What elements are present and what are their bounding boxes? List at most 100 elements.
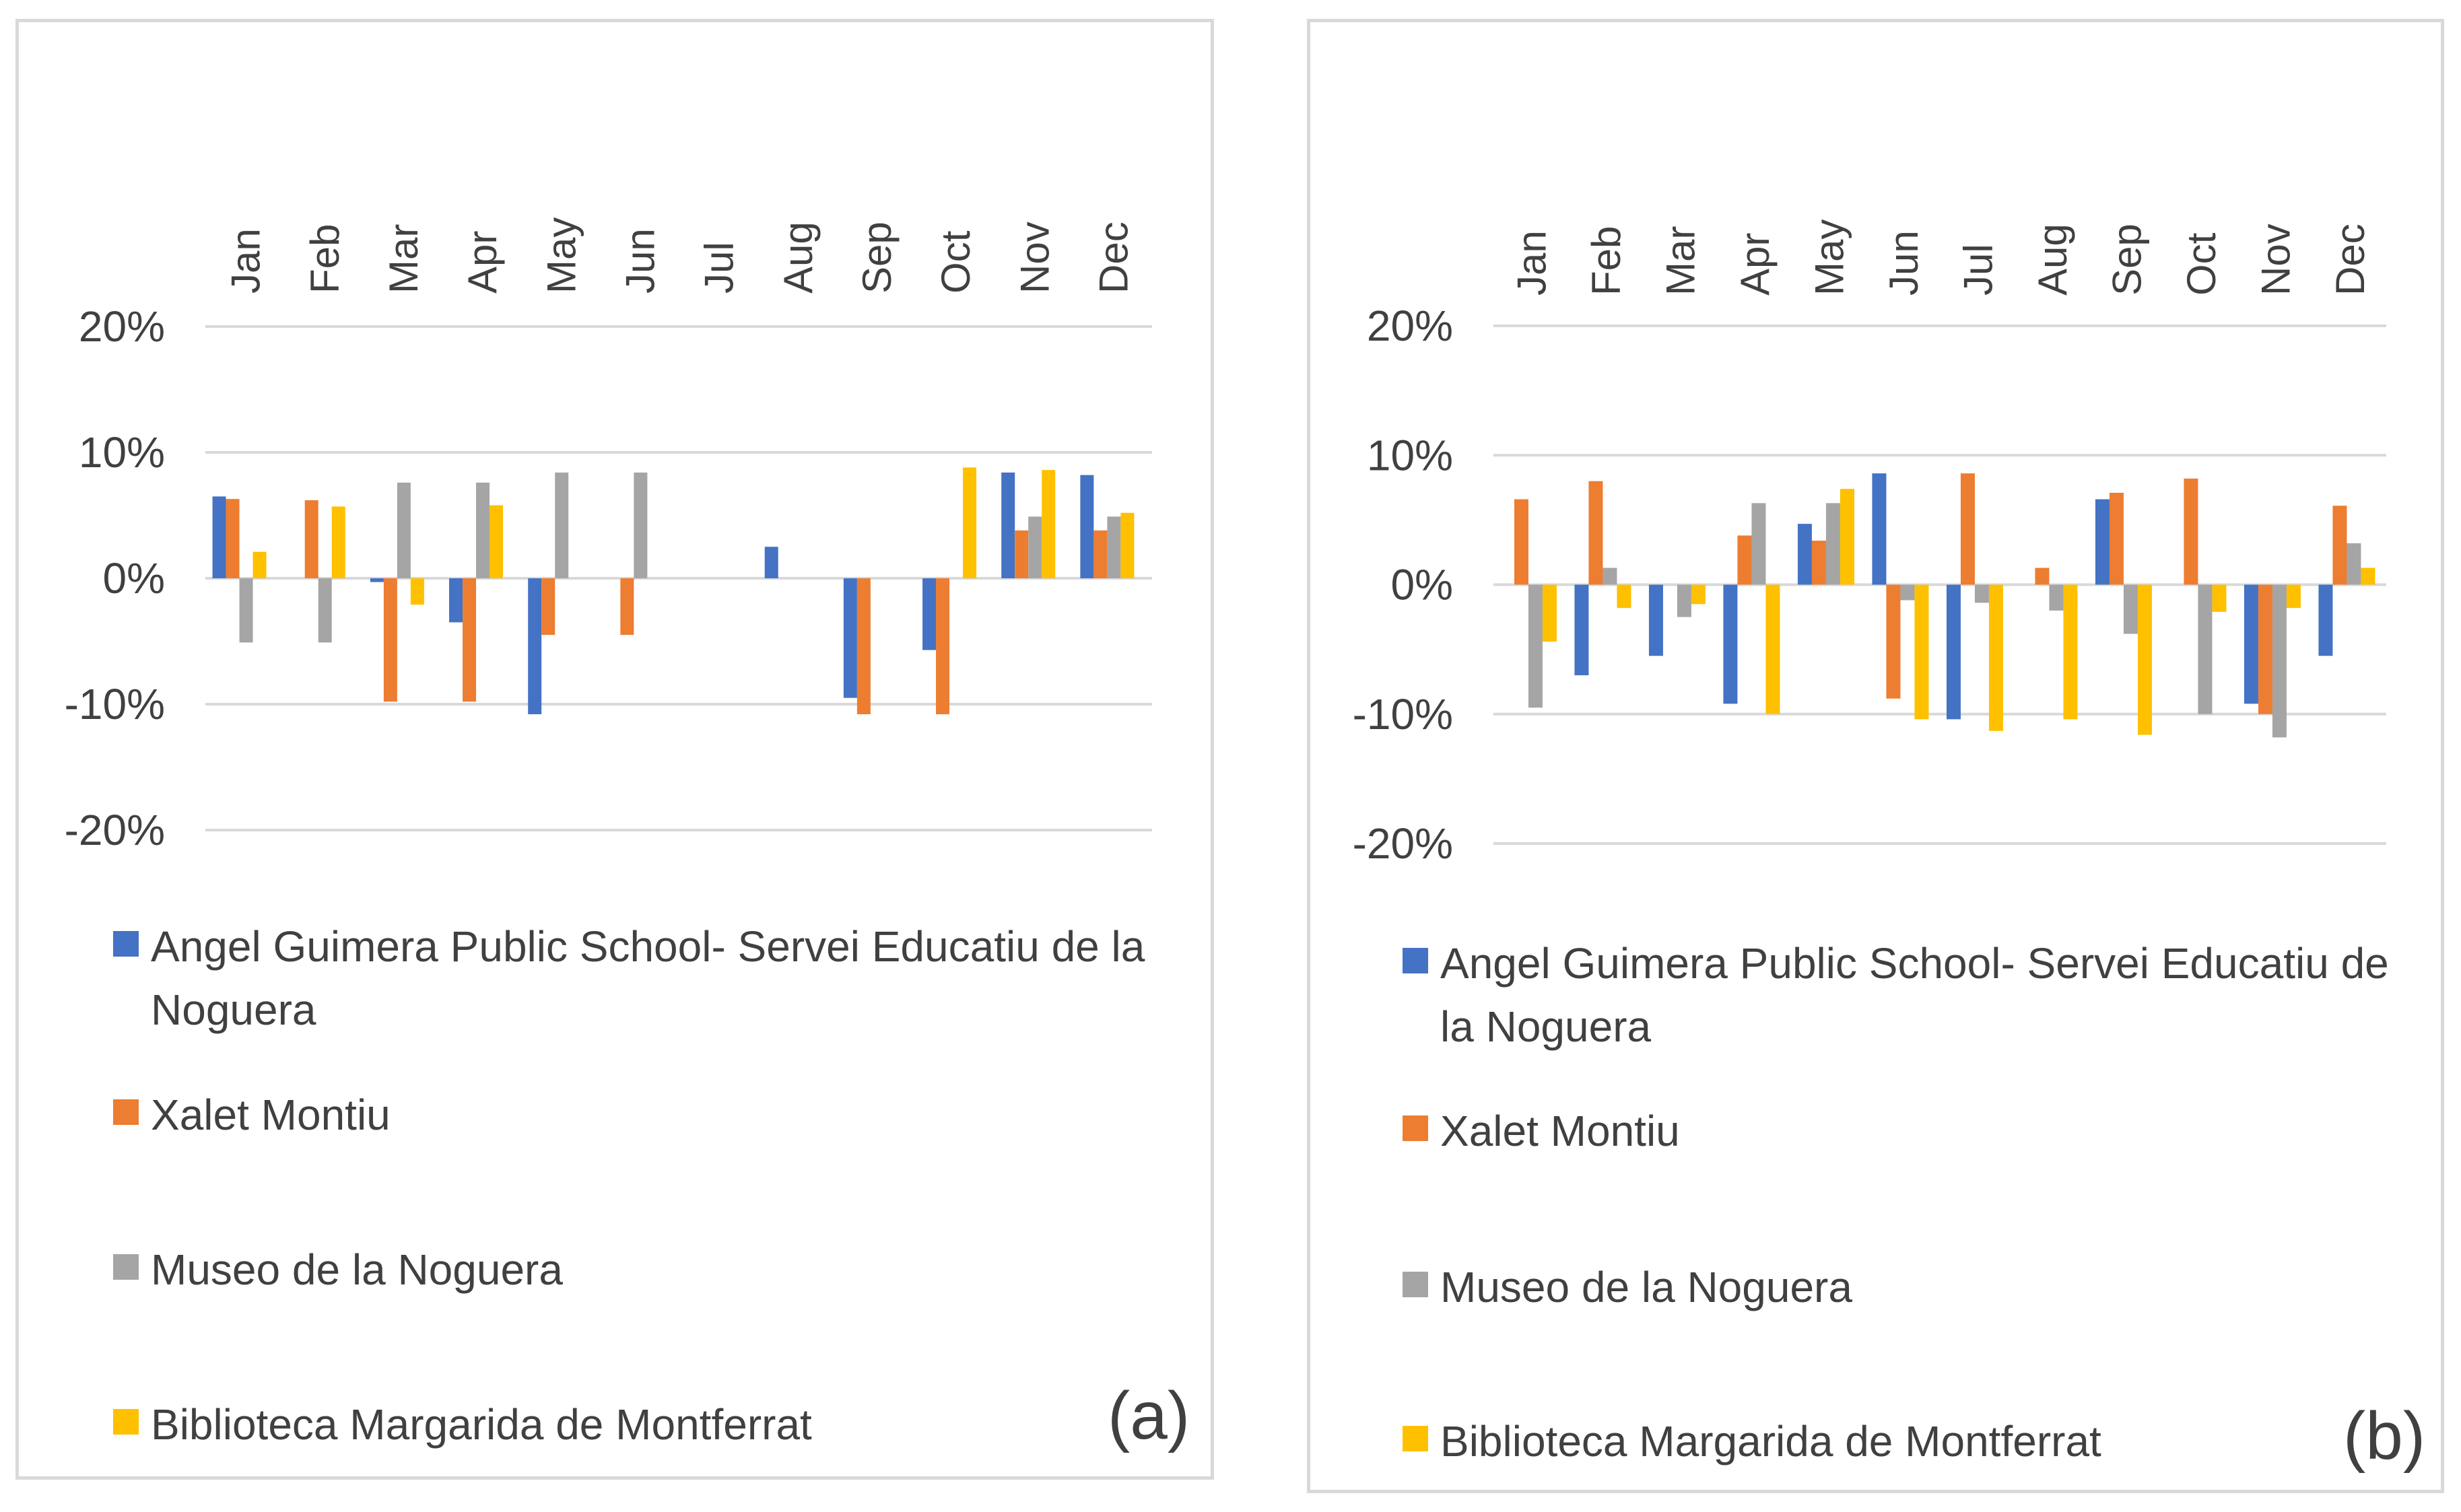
bar (1107, 516, 1121, 578)
y-tick-label: 10% (79, 428, 165, 477)
bar (634, 472, 648, 578)
bar (528, 578, 542, 714)
x-tick-label: Nov (1012, 221, 1057, 294)
bar (1603, 568, 1617, 585)
bar (212, 496, 226, 578)
bar (2123, 584, 2138, 634)
bar (1093, 530, 1108, 578)
bar (1797, 524, 1812, 585)
bar (2109, 493, 2124, 585)
bar (410, 578, 424, 605)
bar (1042, 470, 1056, 578)
x-tick-label: Dec (1091, 221, 1136, 294)
bar (331, 506, 345, 578)
y-tick-label: -10% (65, 680, 165, 728)
y-tick-label: 0% (103, 554, 166, 603)
bar (370, 578, 384, 582)
bar (2198, 584, 2213, 714)
x-tick-label: Jun (1881, 230, 1926, 296)
bar (936, 578, 950, 714)
bar (1840, 489, 1854, 585)
bar (1001, 472, 1015, 578)
bar (226, 499, 240, 578)
bar (1723, 584, 1738, 704)
bar (1028, 516, 1042, 578)
bar (1900, 584, 1915, 600)
x-tick-label: Jan (1509, 230, 1554, 296)
bar (304, 500, 318, 578)
bar (490, 505, 504, 578)
bar (2063, 584, 2078, 720)
x-tick-label: Sep (854, 221, 900, 294)
bar (1542, 584, 1557, 642)
bar (397, 482, 411, 578)
bar (1677, 584, 1691, 617)
bar (2244, 584, 2258, 704)
y-tick-label: 10% (1367, 431, 1453, 479)
x-tick-label: Oct (933, 230, 978, 294)
bar (1988, 584, 2003, 731)
bar (2272, 584, 2287, 738)
bar (476, 482, 490, 578)
bar (1946, 584, 1961, 720)
bar (2095, 499, 2110, 585)
bar (1080, 475, 1094, 578)
y-tick-label: 20% (79, 302, 165, 351)
bar (1872, 473, 1887, 585)
bar (1514, 499, 1528, 585)
x-tick-label: Apr (460, 231, 505, 294)
bar (239, 578, 253, 643)
y-tick-label: -20% (65, 806, 165, 854)
bar-chart-b: 20% 10% 0% -10% -20% Jan Feb Mar Apr May Jun Jul Aug… (1353, 219, 2386, 868)
bar (252, 551, 267, 578)
bar (383, 578, 397, 702)
bar (1974, 584, 1989, 603)
x-tick-label: Aug (2030, 224, 2075, 296)
bar (1528, 584, 1543, 708)
x-tick-label: Sep (2104, 224, 2149, 296)
bar (764, 547, 778, 578)
bar (1691, 584, 1706, 605)
bar (2286, 584, 2301, 609)
bar (1617, 584, 1631, 609)
panel-label-a: (a) (1108, 1378, 1190, 1453)
bar (856, 578, 871, 714)
x-tick-label: May (1807, 219, 1852, 296)
bar (1825, 503, 1840, 585)
bar (2332, 506, 2347, 585)
bar (2347, 543, 2361, 585)
y-tick-label: -20% (1353, 819, 1453, 868)
x-tick-label: Jun (617, 228, 663, 294)
bar (2035, 568, 2050, 585)
bar (963, 467, 977, 578)
bar (2049, 584, 2064, 611)
chart-panel-b: 20% 10% 0% -10% -20% Jan Feb Mar Apr May Jun Jul Aug… (1307, 19, 2444, 1493)
bar (1886, 584, 1901, 699)
bar (620, 578, 634, 635)
bar (843, 578, 857, 698)
bar (1574, 584, 1589, 676)
bar (1648, 584, 1663, 656)
x-tick-label: May (539, 217, 584, 294)
bar (318, 578, 332, 643)
x-tick-label: Feb (1584, 226, 1629, 296)
bar (449, 578, 463, 623)
panel-label-b: (b) (2343, 1398, 2426, 1474)
y-tick-label: -10% (1353, 690, 1453, 738)
x-tick-label: Feb (302, 224, 347, 294)
bar (1015, 530, 1029, 578)
x-tick-label: Jul (1955, 244, 2000, 296)
x-tick-label: Dec (2328, 224, 2373, 296)
bar (922, 578, 937, 650)
bar (555, 472, 569, 578)
bar (1811, 541, 1826, 585)
x-tick-label: Aug (776, 221, 821, 294)
bar (1914, 584, 1929, 720)
x-tick-label: Jan (224, 228, 269, 294)
bar (2212, 584, 2227, 612)
x-tick-label: Jul (697, 242, 742, 294)
x-tick-label: Mar (381, 224, 426, 294)
x-tick-label: Mar (1658, 226, 1703, 296)
bar (1120, 512, 1135, 578)
bar (2318, 584, 2333, 656)
